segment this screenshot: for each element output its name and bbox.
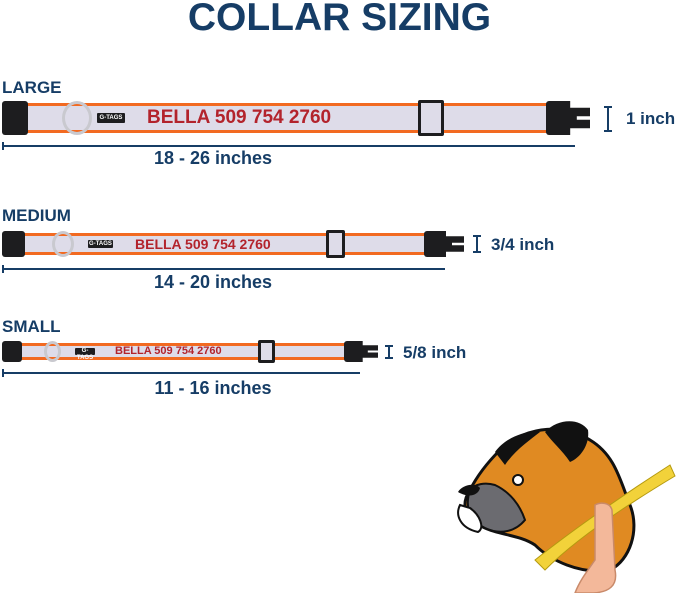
buckle-male [546,101,590,135]
buckle-male [344,341,378,362]
collar-width-label: 1 inch [626,109,676,128]
neck-range-label: 14 - 20 inches [153,272,273,292]
page-title: COLLAR SIZING [187,0,492,39]
engraved-name: BELLA 509 754 2760 [135,235,271,252]
boxer-dog-measuring-illustration [457,421,676,593]
neck-range-label: 18 - 26 inches [153,148,273,168]
length-measure-line [2,369,360,377]
width-bracket-icon [385,345,393,359]
slider-buckle [418,100,444,136]
d-ring [62,101,92,135]
buckle-male [424,231,464,257]
buckle-female [2,341,22,362]
size-label: MEDIUM [2,206,71,225]
size-label: SMALL [2,317,61,336]
width-bracket-icon [604,106,612,132]
brand-tag: G-TAGS [75,348,95,361]
buckle-female [2,231,25,257]
brand-tag: G-TAGS [88,240,113,248]
length-measure-line [2,265,445,273]
collar-width-label: 5/8 inch [403,343,467,362]
neck-range-label: 11 - 16 inches [154,378,272,398]
length-measure-line [2,142,575,150]
engraved-name: BELLA 509 754 2760 [115,344,222,357]
slider-buckle [258,340,275,363]
d-ring [44,341,61,362]
width-bracket-icon [473,235,481,253]
slider-buckle [326,230,345,258]
size-label: LARGE [2,78,62,97]
brand-tag: G-TAGS [97,113,125,123]
engraved-name: BELLA 509 754 2760 [147,106,332,128]
collar-width-label: 3/4 inch [491,235,555,254]
d-ring [52,231,74,257]
buckle-female [2,101,28,135]
